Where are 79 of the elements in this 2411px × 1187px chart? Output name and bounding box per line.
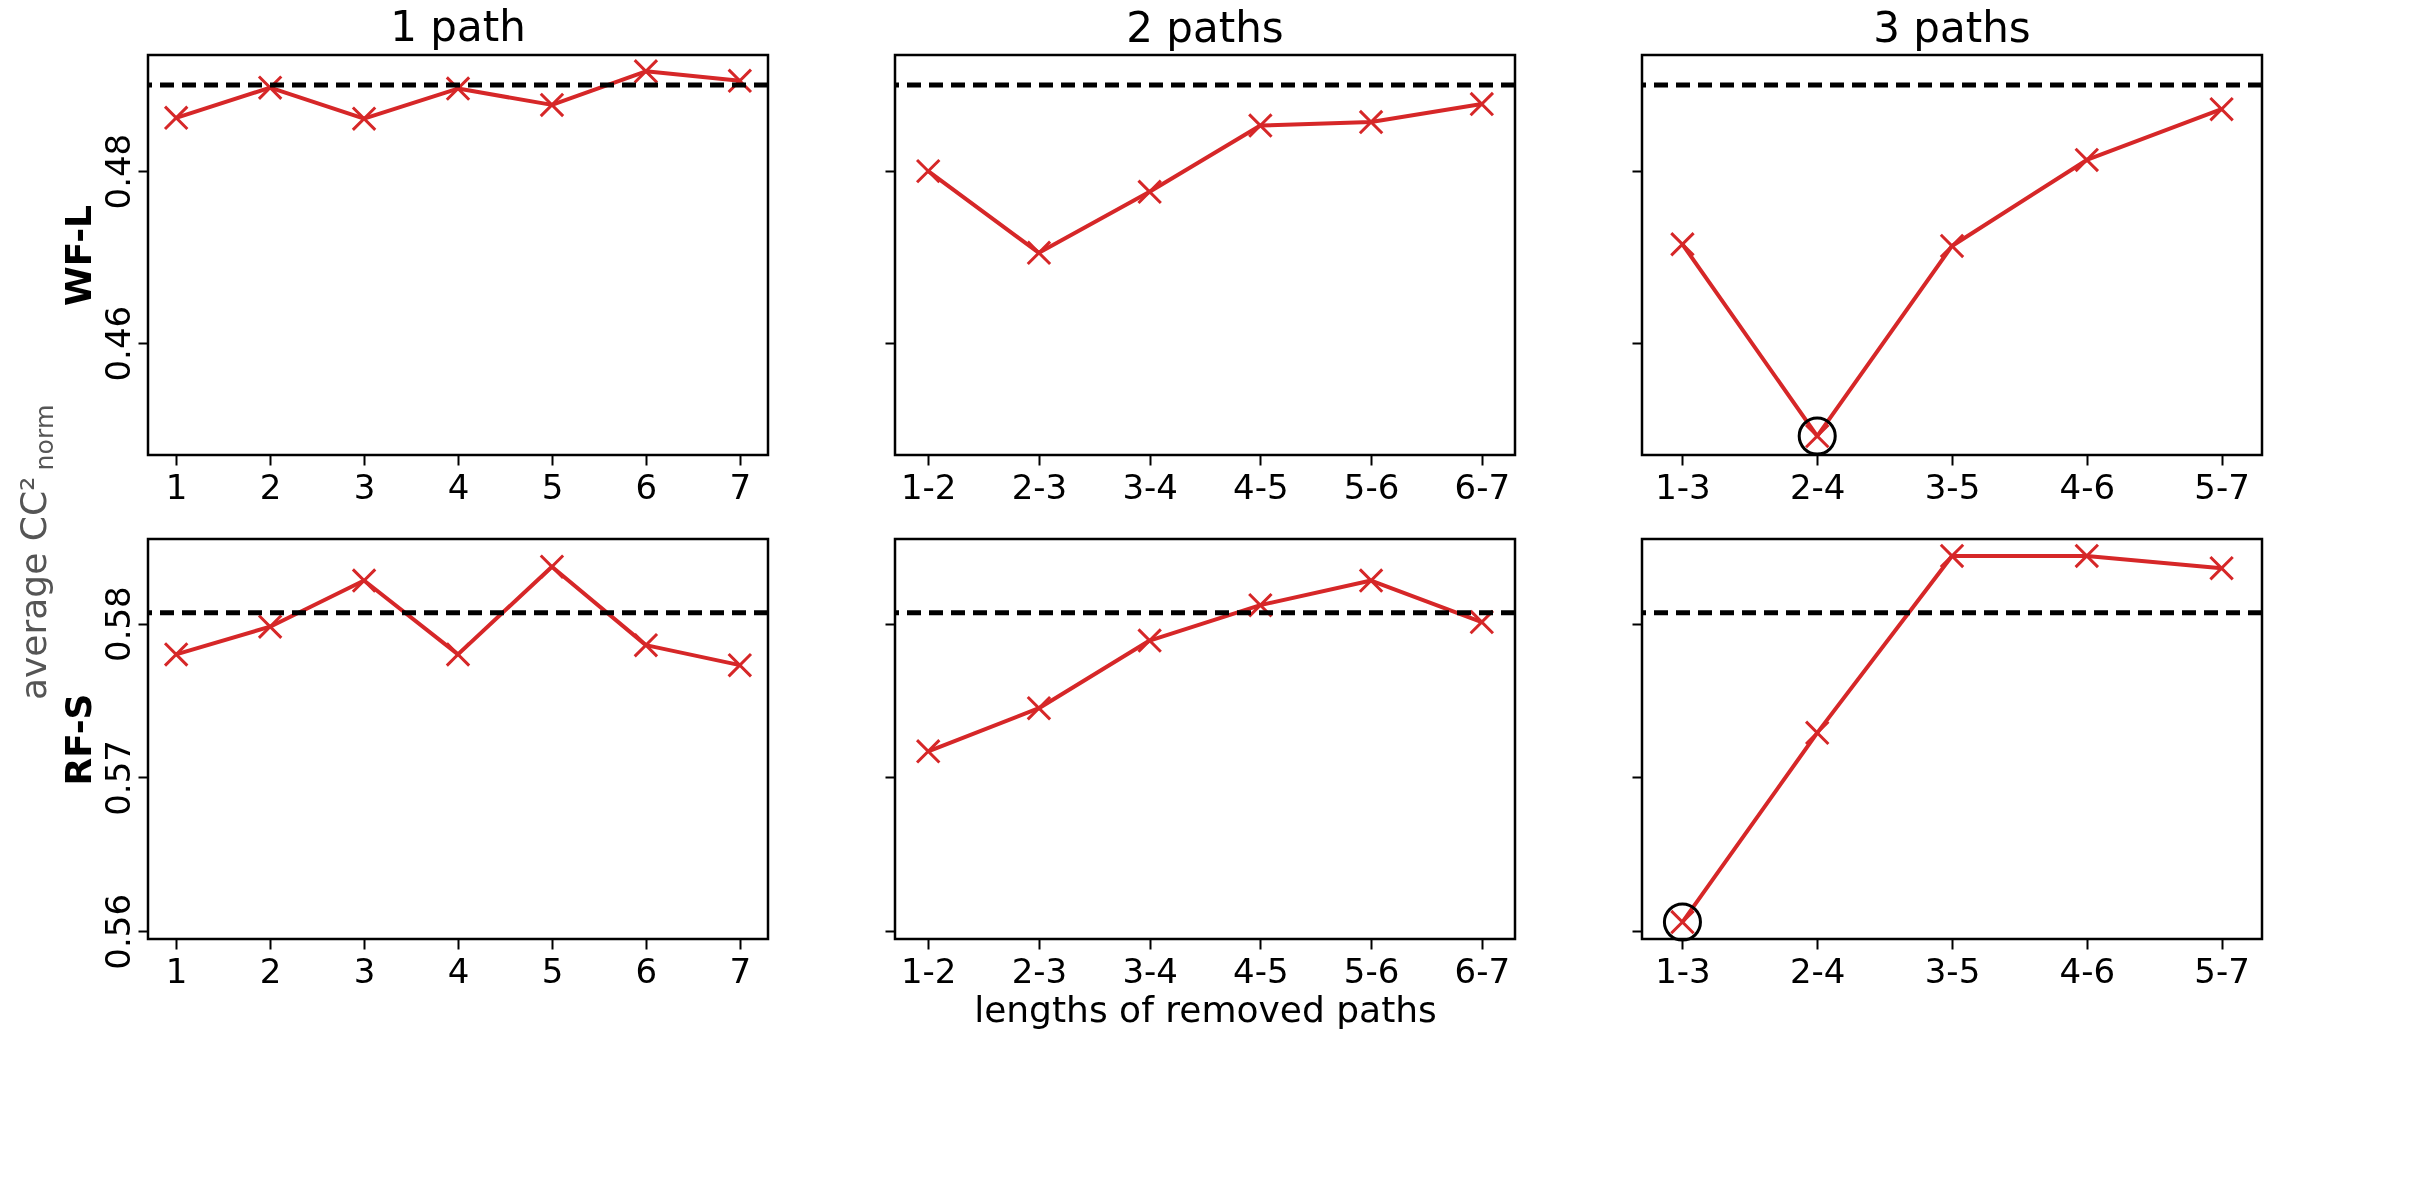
x-tick-label: 3 [353,466,376,507]
x-tick-label: 5-7 [2194,950,2250,991]
x-tick-label: 4-6 [2059,950,2116,991]
x-tick-label: 3 [353,950,376,991]
text: average CC²norm [13,404,59,701]
x-tick-label: 5 [541,950,564,991]
point [1669,231,1696,257]
point [1939,543,1965,569]
point [915,158,941,184]
x-tick-label: 4 [447,466,470,507]
point [1026,240,1052,266]
point [727,652,753,678]
chart-title: 1 path [390,2,526,52]
x-tick-label: 2-3 [1011,950,1068,991]
x-tick-label: 2 [259,466,282,507]
x-tick-label: 6 [635,466,658,507]
y-axis-title: RF-S [57,693,99,786]
x-axis-title: lengths of removed paths [974,988,1437,1030]
x-tick-label: 2-4 [1789,950,1846,991]
point [633,632,659,658]
x-tick-label: 1 [165,466,188,507]
x-tick-label: 1 [165,950,188,991]
point [915,738,941,764]
x-tick-label: 2-3 [1011,466,1068,507]
point [1939,233,1965,259]
x-tick-label: 5 [541,466,564,507]
point [1469,609,1495,635]
x-tick-label: 4-5 [1233,950,1289,991]
x-tick-label: 3-4 [1122,950,1178,991]
x-tick-label: 1-2 [900,950,957,991]
point [163,105,189,131]
y-tick-label: 0.46 [97,305,138,382]
x-tick-label: 4-5 [1233,466,1289,507]
chart-title: 2 paths [1126,3,1284,52]
x-tick-label: 1-3 [1655,950,1711,991]
point [351,567,377,594]
y-axis-title: WF-L [57,204,99,307]
x-tick-label: 6-7 [1454,466,1511,507]
point [163,641,189,668]
point [2208,555,2235,581]
point [1247,112,1274,139]
x-tick-label: 7 [729,950,752,991]
point [1136,179,1163,205]
x-tick-label: 4 [447,950,470,991]
y-tick-label: 0.48 [97,133,138,210]
x-tick-label: 3-5 [1924,950,1981,991]
y-tick-label: 0.58 [97,586,138,662]
point [1358,567,1384,594]
point [1136,627,1163,654]
point [1469,91,1495,117]
x-tick-label: 6-7 [1454,950,1511,991]
x-tick-label: 5-7 [2194,466,2250,507]
point [1358,109,1384,135]
x-tick-label: 7 [729,466,752,507]
x-tick-label: 6 [635,950,658,991]
point [539,92,565,118]
point [1026,695,1052,721]
point [445,641,471,668]
y-tick-label: 0.56 [97,893,138,970]
point [257,614,283,640]
point [1662,902,1702,942]
y-tick-label: 0.57 [97,740,138,816]
chart-title: 3 paths [1873,3,2031,52]
point [2074,543,2100,569]
x-tick-label: 5-6 [1343,950,1400,991]
point [539,554,565,580]
x-tick-label: 1-2 [900,466,957,507]
x-tick-label: 2-4 [1789,466,1846,507]
x-tick-label: 1-3 [1655,466,1711,507]
point [351,105,377,132]
point [2074,147,2100,173]
x-tick-label: 5-6 [1343,466,1400,507]
x-tick-label: 3-4 [1122,466,1178,507]
point [2208,96,2235,122]
point [1804,720,1830,746]
point [633,58,659,85]
x-tick-label: 3-5 [1924,466,1981,507]
x-tick-label: 2 [259,950,282,991]
x-tick-label: 4-6 [2059,466,2116,507]
